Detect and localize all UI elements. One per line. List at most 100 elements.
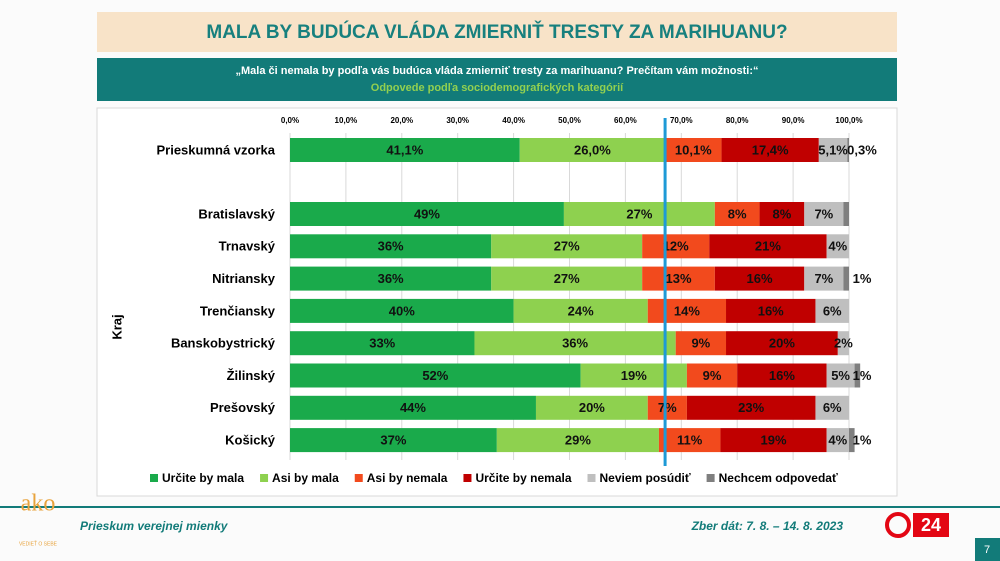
x-tick-label: 50,0% <box>558 116 581 125</box>
legend-label: Nechcem odpovedať <box>719 471 838 485</box>
bar-segment <box>826 428 849 453</box>
category-label: Prieskumná vzorka <box>156 142 275 157</box>
data-label: 4% <box>828 433 847 448</box>
data-label: 26,0% <box>574 142 611 157</box>
x-tick-label: 10,0% <box>335 116 358 125</box>
category-label: Trnavský <box>219 239 276 254</box>
x-tick-label: 20,0% <box>390 116 413 125</box>
question-banner <box>97 58 897 101</box>
data-label: 27% <box>554 239 580 254</box>
bar-segment <box>290 298 514 323</box>
data-label: 36% <box>378 239 404 254</box>
bar-segment <box>714 266 805 291</box>
data-label: 8% <box>773 206 792 221</box>
bar-segment <box>290 363 581 388</box>
bar-segment <box>843 266 849 291</box>
category-label: Nitriansky <box>212 271 276 286</box>
bar-segment <box>726 298 816 323</box>
data-label: 19% <box>621 368 647 383</box>
bar-segment <box>290 395 536 420</box>
bar-segment <box>847 138 849 162</box>
bar-segment <box>815 298 849 323</box>
category-label: Bratislavský <box>198 206 275 221</box>
bar-segment <box>563 202 715 226</box>
legend-label: Asi by mala <box>272 471 339 485</box>
bar-segment <box>686 363 738 388</box>
data-label: 1% <box>853 271 872 286</box>
data-label: 41,1% <box>386 142 423 157</box>
data-label: 4% <box>828 239 847 254</box>
logo-tagline: VEDIEŤ O SEBE <box>19 539 58 547</box>
page-box <box>975 538 1000 561</box>
bar-segment <box>535 395 648 420</box>
data-label: 7% <box>814 206 833 221</box>
data-label: 33% <box>369 336 395 351</box>
data-label: 10,1% <box>675 142 712 157</box>
bar-segment <box>818 138 848 162</box>
data-label: 1% <box>853 433 872 448</box>
data-label: 9% <box>691 336 710 351</box>
title-banner <box>97 12 897 52</box>
bar-segment <box>854 363 861 388</box>
legend-label: Určite by nemala <box>475 471 571 485</box>
tv-logo-ring <box>885 512 911 538</box>
bar-segment <box>686 395 816 420</box>
bar-segment <box>721 138 819 162</box>
data-label: 12% <box>663 239 689 254</box>
data-label: 0,3% <box>847 142 877 157</box>
category-label: Trenčiansky <box>200 303 276 318</box>
legend-swatch <box>260 474 269 482</box>
bar-segment <box>826 363 855 388</box>
data-label: 8% <box>728 206 747 221</box>
bar-segment <box>491 266 643 291</box>
page-number: 7 <box>984 544 990 556</box>
bar-segment <box>843 202 849 226</box>
tv-logo-box <box>913 513 949 537</box>
x-tick-label: 0,0% <box>281 116 299 125</box>
data-label: 37% <box>380 433 406 448</box>
bar-segment <box>726 331 838 356</box>
data-label: 5% <box>831 368 850 383</box>
data-label: 24% <box>568 303 594 318</box>
data-label: 11% <box>677 433 703 448</box>
subtitle: Odpovede podľa sociodemografických kateg… <box>371 82 624 94</box>
x-tick-label: 60,0% <box>614 116 637 125</box>
category-label: Banskobystrický <box>171 336 276 351</box>
bar-segment <box>759 202 805 226</box>
bar-segment <box>491 234 643 259</box>
data-label: 49% <box>414 206 440 221</box>
bar-segment <box>737 363 827 388</box>
bar-segment <box>474 331 676 356</box>
bar-segment <box>658 428 721 453</box>
data-label: 5,1% <box>818 142 848 157</box>
data-label: 16% <box>769 368 795 383</box>
legend-label: Určite by mala <box>162 471 244 485</box>
group-label: Kraj <box>109 314 124 339</box>
data-label: 20% <box>769 336 795 351</box>
tv-logo: 24 <box>921 515 941 535</box>
data-label: 27% <box>626 206 652 221</box>
bar-segment <box>519 138 666 162</box>
data-label: 36% <box>562 336 588 351</box>
x-tick-label: 90,0% <box>782 116 805 125</box>
bar-segment <box>290 428 497 453</box>
bar-segment <box>804 202 844 226</box>
category-label: Košický <box>225 433 276 448</box>
bar-segment <box>290 266 492 291</box>
x-tick-label: 70,0% <box>670 116 693 125</box>
bar-segment <box>714 202 760 226</box>
bar-segment <box>580 363 687 388</box>
data-label: 40% <box>389 303 415 318</box>
bar-segment <box>837 331 849 356</box>
data-label: 20% <box>579 400 605 415</box>
question: „Mala či nemala by podľa vás budúca vlád… <box>236 65 759 77</box>
bar-segment <box>647 298 727 323</box>
legend-swatch <box>706 474 715 482</box>
legend-label: Neviem posúdiť <box>600 471 691 485</box>
legend-swatch <box>150 474 158 482</box>
category-label: Prešovský <box>210 400 276 415</box>
bar-segment <box>804 266 844 291</box>
legend-swatch <box>463 474 472 482</box>
data-label: 7% <box>814 271 833 286</box>
